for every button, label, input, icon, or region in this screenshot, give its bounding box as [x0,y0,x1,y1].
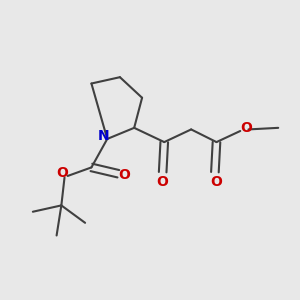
Text: O: O [157,175,169,189]
Text: O: O [118,168,130,182]
Text: N: N [98,129,109,143]
Text: O: O [241,121,253,135]
Text: O: O [56,166,68,180]
Text: O: O [210,175,222,189]
